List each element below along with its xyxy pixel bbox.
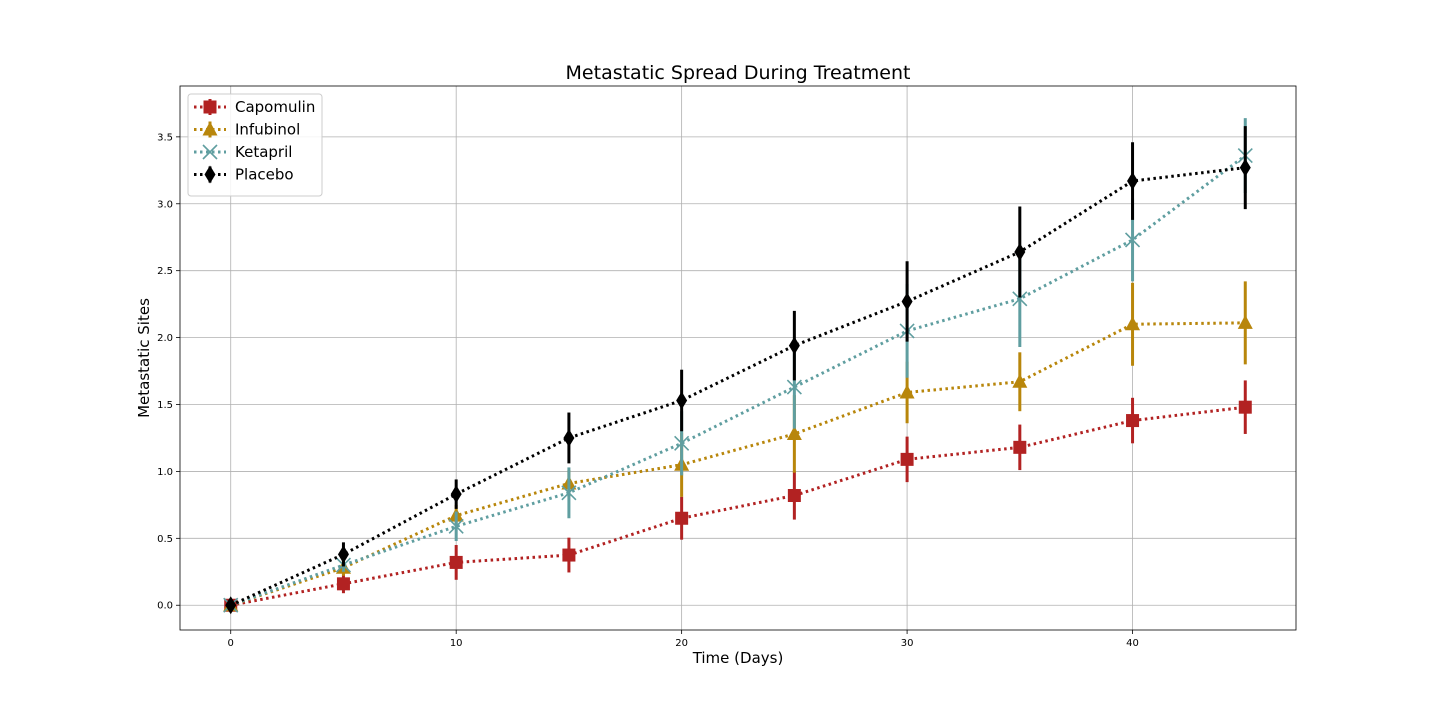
- x-tick-label: 10: [450, 638, 463, 649]
- marker-triangle: [1012, 373, 1028, 388]
- marker-square: [787, 489, 801, 503]
- y-axis-label: Metastatic Sites: [135, 298, 153, 418]
- marker-x-stroke: [448, 518, 464, 534]
- marker-diamond: [1014, 242, 1026, 261]
- marker-x: [1012, 291, 1028, 307]
- marker-triangle: [899, 384, 915, 399]
- marker-x-stroke: [202, 144, 218, 160]
- legend-box: [187, 93, 323, 197]
- marker-x: [786, 379, 802, 395]
- y-tick-label: 2.5: [157, 266, 173, 277]
- y-tick-label: 1.0: [157, 467, 173, 478]
- series-line-placebo: [230, 166, 1246, 607]
- marker-square: [1238, 400, 1252, 414]
- legend-item-capomulin: Capomulin: [194, 98, 315, 116]
- marker-x-stroke: [674, 435, 690, 451]
- marker-square: [1126, 414, 1140, 428]
- y-tick-label: 1.5: [157, 400, 173, 411]
- legend-label-ketapril: Ketapril: [235, 143, 292, 161]
- marker-square: [900, 452, 914, 466]
- y-tick-label: 0.5: [157, 534, 173, 545]
- legend: Capomulin Infubinol Ketapril Placebo: [187, 93, 323, 197]
- legend-item-placebo: Placebo: [194, 165, 294, 184]
- marker-x: [674, 435, 690, 451]
- chart-title: Metastatic Spread During Treatment: [566, 62, 911, 84]
- y-tick-label: 3.5: [157, 132, 173, 143]
- marker-x-stroke: [561, 485, 577, 501]
- marker-diamond: [204, 165, 216, 184]
- marker-diamond: [676, 391, 688, 410]
- y-tick-label: 0.0: [157, 601, 173, 612]
- plot-frame: [179, 85, 1297, 631]
- x-tick-label: 30: [901, 638, 914, 649]
- marker-diamond: [225, 596, 237, 615]
- series-placebo: [225, 126, 1251, 615]
- series-line-infubinol: [230, 321, 1246, 607]
- marker-diamond: [337, 545, 349, 564]
- series-line-ketapril: [230, 154, 1247, 607]
- marker-x: [1124, 232, 1141, 248]
- marker-x: [561, 485, 577, 501]
- legend-label-capomulin: Capomulin: [235, 98, 315, 116]
- marker-diamond: [450, 485, 462, 504]
- legend-label-placebo: Placebo: [235, 166, 294, 184]
- marker-square: [562, 548, 576, 562]
- marker-diamond: [563, 428, 575, 447]
- marker-square: [336, 577, 350, 591]
- marker-x-stroke: [1012, 291, 1028, 307]
- marker-diamond: [1127, 172, 1139, 191]
- legend-item-ketapril: Ketapril: [194, 143, 292, 161]
- y-tick-label: 2.0: [157, 333, 173, 344]
- legend-item-infubinol: Infubinol: [194, 121, 300, 139]
- x-tick-label: 40: [1126, 638, 1139, 649]
- x-tick-label: 0: [228, 638, 234, 649]
- series-line-capomulin: [230, 405, 1246, 607]
- marker-triangle: [1237, 314, 1253, 329]
- marker-triangle: [786, 425, 802, 440]
- marker-diamond: [788, 336, 800, 355]
- marker-square: [1013, 440, 1027, 454]
- marker-square: [449, 555, 463, 569]
- marker-diamond: [1239, 158, 1251, 177]
- marker-x-stroke: [1124, 232, 1141, 248]
- marker-triangle: [1125, 316, 1141, 331]
- x-tick-label: 20: [675, 638, 688, 649]
- y-tick-label: 3.0: [157, 199, 173, 210]
- plot-background: [180, 86, 1296, 630]
- marker-square: [203, 100, 217, 114]
- marker-diamond: [901, 292, 913, 311]
- marker-x-stroke: [786, 379, 802, 395]
- marker-triangle: [202, 121, 218, 136]
- marker-x: [202, 144, 218, 160]
- marker-square: [675, 511, 689, 525]
- legend-label-infubinol: Infubinol: [235, 121, 300, 139]
- marker-x: [448, 518, 464, 534]
- axis-ticks: 0 10 20 30 40 0.0 0.5 1.0 1.5 2.0 2.5 3.0 3.5: [157, 132, 1139, 649]
- x-axis-label: Time (Days): [692, 649, 784, 667]
